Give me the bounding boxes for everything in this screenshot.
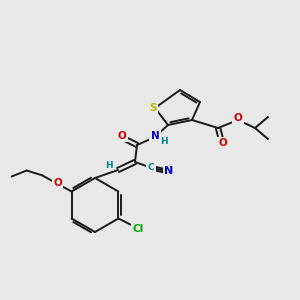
Text: O: O bbox=[234, 113, 242, 123]
Text: H: H bbox=[105, 160, 113, 169]
Text: C: C bbox=[148, 163, 154, 172]
Text: N: N bbox=[151, 131, 159, 141]
Text: O: O bbox=[53, 178, 62, 188]
Text: Cl: Cl bbox=[133, 224, 144, 233]
Text: O: O bbox=[118, 131, 126, 141]
Text: H: H bbox=[160, 137, 168, 146]
Text: S: S bbox=[149, 103, 157, 113]
Text: N: N bbox=[164, 166, 174, 176]
Text: O: O bbox=[219, 138, 227, 148]
